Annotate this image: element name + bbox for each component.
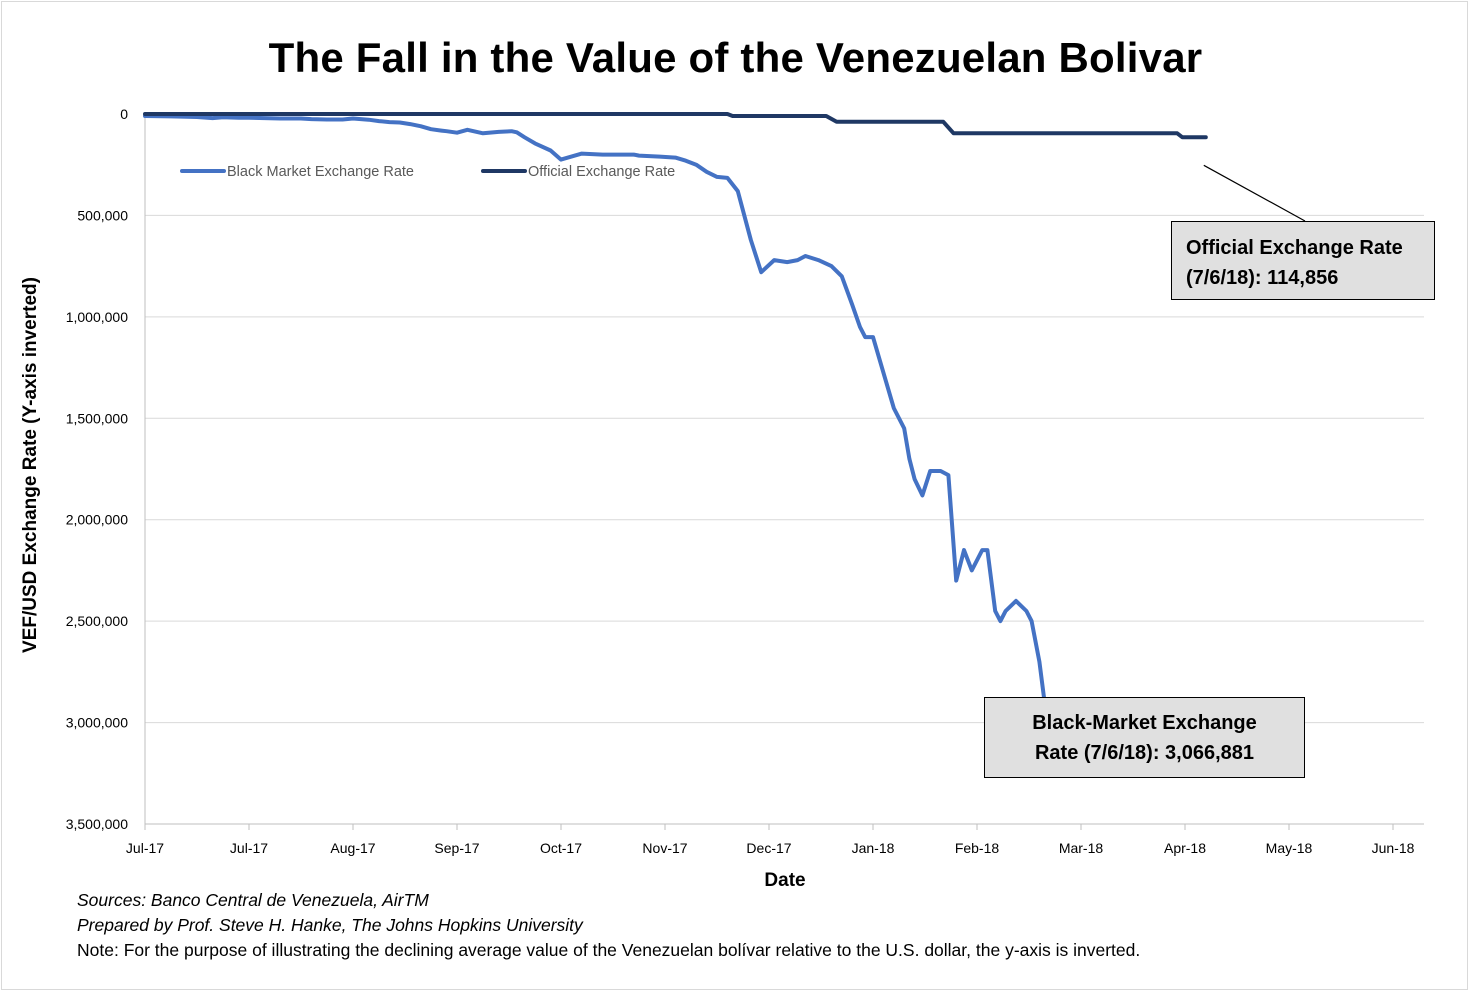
x-tick-label: Nov-17 [642,840,687,856]
y-tick-label: 0 [120,106,128,122]
axes [144,114,1424,825]
x-tick-label: Jun-18 [1372,840,1415,856]
x-tick-label: Mar-18 [1059,840,1104,856]
official-rate-callout: Official Exchange Rate (7/6/18): 114,856 [1171,221,1435,300]
official-callout-line1: Official Exchange Rate [1186,237,1403,259]
x-tick-label: Sep-17 [434,840,479,856]
black-market-series-line [143,114,1203,766]
x-tick-labels: Jul-17 Jul-17 Aug-17 Sep-17 Oct-17 Nov-17 Dec-… [126,824,1415,856]
legend-label-black-market: Black Market Exchange Rate [227,164,414,180]
x-tick-label: Aug-17 [330,840,375,856]
y-tick-label: 3,000,000 [66,715,128,731]
y-tick-labels: 0 500,000 1,000,000 1,500,000 2,000,000 2,500… [66,106,129,832]
x-tick-label: Dec-17 [746,840,791,856]
chart-notes: Sources: Banco Central de Venezuela, Air… [77,888,1140,963]
black-callout-line2: Rate (7/6/18): 3,066,881 [1034,742,1255,764]
y-tick-label: 3,500,000 [66,816,128,832]
prepared-by-note: Prepared by Prof. Steve H. Hanke, The Jo… [77,915,583,935]
chart-title: The Fall in the Value of the Venezuelan … [268,34,1203,81]
y-tick-label: 2,500,000 [66,613,128,629]
y-tick-label: 1,500,000 [66,410,128,426]
y-tick-label: 2,000,000 [66,512,128,528]
series-lines [143,112,1208,766]
legend: Black Market Exchange Rate Official Exch… [180,164,675,180]
x-tick-label: Apr-18 [1164,840,1206,856]
x-tick-label: Feb-18 [955,840,1000,856]
sources-note: Sources: Banco Central de Venezuela, Air… [77,890,429,910]
x-tick-label: Jul-17 [126,840,164,856]
x-tick-label: Oct-17 [540,840,582,856]
black-callout-line1: Black-Market Exchange [1032,712,1257,734]
y-tick-label: 500,000 [77,207,128,223]
official-series-line [143,112,1208,140]
official-callout-leader [1203,164,1306,222]
official-callout-line2: (7/6/18): 114,856 [1186,267,1339,289]
x-tick-label: Jul-17 [230,840,268,856]
y-tick-label: 1,000,000 [66,309,128,325]
x-axis-label: Date [764,870,806,891]
y-axis-note: Note: For the purpose of illustrating th… [77,940,1141,960]
x-tick-label: Jan-18 [852,840,895,856]
black-market-rate-callout: Black-Market Exchange Rate (7/6/18): 3,0… [984,697,1305,778]
legend-label-official: Official Exchange Rate [528,164,675,180]
x-tick-label: May-18 [1266,840,1313,856]
